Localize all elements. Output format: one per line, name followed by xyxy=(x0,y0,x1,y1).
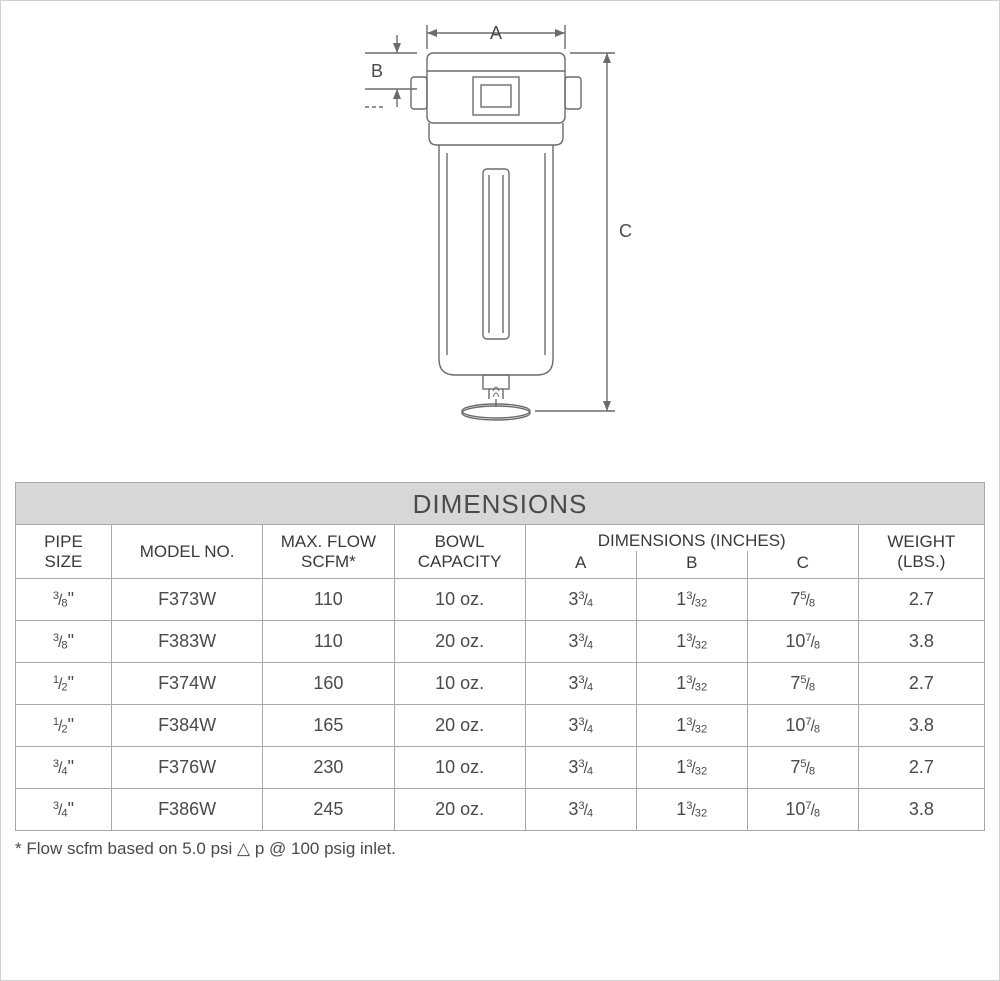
cell-model-no: F386W xyxy=(111,789,262,831)
table-title: DIMENSIONS xyxy=(16,483,985,525)
col-bowl: BOWLCAPACITY xyxy=(394,525,525,579)
cell-dim-c: 107/8 xyxy=(747,789,858,831)
table-row: 1/2"F374W16010 oz.33/413/3275/82.7 xyxy=(16,663,985,705)
cell-bowl: 20 oz. xyxy=(394,621,525,663)
cell-max-flow: 230 xyxy=(263,747,394,789)
cell-weight: 3.8 xyxy=(858,621,984,663)
cell-pipe-size: 3/8" xyxy=(16,621,112,663)
table-header-row-1: PIPESIZE MODEL NO. MAX. FLOWSCFM* BOWLCA… xyxy=(16,525,985,551)
col-dim-a: A xyxy=(525,551,636,579)
table-row: 3/4"F386W24520 oz.33/413/32107/83.8 xyxy=(16,789,985,831)
cell-bowl: 10 oz. xyxy=(394,579,525,621)
col-pipe-size: PIPESIZE xyxy=(16,525,112,579)
cell-dim-c: 75/8 xyxy=(747,747,858,789)
cell-bowl: 10 oz. xyxy=(394,747,525,789)
cell-max-flow: 110 xyxy=(263,621,394,663)
cell-dim-c: 107/8 xyxy=(747,705,858,747)
dimensions-table-wrap: DIMENSIONS PIPESIZE MODEL NO. MAX. FLOWS… xyxy=(15,482,985,831)
cell-weight: 3.8 xyxy=(858,789,984,831)
cell-model-no: F376W xyxy=(111,747,262,789)
table-row: 3/8"F373W11010 oz.33/413/3275/82.7 xyxy=(16,579,985,621)
cell-max-flow: 245 xyxy=(263,789,394,831)
col-model-no: MODEL NO. xyxy=(111,525,262,579)
cell-pipe-size: 1/2" xyxy=(16,705,112,747)
dim-label-b: B xyxy=(371,61,383,81)
cell-weight: 2.7 xyxy=(858,579,984,621)
cell-model-no: F383W xyxy=(111,621,262,663)
table-footnote: * Flow scfm based on 5.0 psi △ p @ 100 p… xyxy=(15,839,985,859)
cell-dim-a: 33/4 xyxy=(525,663,636,705)
cell-model-no: F384W xyxy=(111,705,262,747)
cell-pipe-size: 3/4" xyxy=(16,789,112,831)
cell-max-flow: 110 xyxy=(263,579,394,621)
cell-dim-b: 13/32 xyxy=(636,663,747,705)
table-title-row: DIMENSIONS xyxy=(16,483,985,525)
col-dim-b: B xyxy=(636,551,747,579)
cell-dim-c: 75/8 xyxy=(747,579,858,621)
cell-bowl: 20 oz. xyxy=(394,705,525,747)
col-max-flow: MAX. FLOWSCFM* xyxy=(263,525,394,579)
table-row: 3/8"F383W11020 oz.33/413/32107/83.8 xyxy=(16,621,985,663)
cell-dim-a: 33/4 xyxy=(525,747,636,789)
cell-bowl: 10 oz. xyxy=(394,663,525,705)
dimensions-table: DIMENSIONS PIPESIZE MODEL NO. MAX. FLOWS… xyxy=(15,482,985,831)
cell-dim-c: 75/8 xyxy=(747,663,858,705)
cell-pipe-size: 1/2" xyxy=(16,663,112,705)
cell-model-no: F374W xyxy=(111,663,262,705)
cell-dim-b: 13/32 xyxy=(636,789,747,831)
col-weight: WEIGHT(LBS.) xyxy=(858,525,984,579)
cell-dim-c: 107/8 xyxy=(747,621,858,663)
col-dims-group: DIMENSIONS (INCHES) xyxy=(525,525,858,551)
cell-dim-b: 13/32 xyxy=(636,621,747,663)
cell-model-no: F373W xyxy=(111,579,262,621)
cell-bowl: 20 oz. xyxy=(394,789,525,831)
cell-dim-a: 33/4 xyxy=(525,579,636,621)
dim-label-a: A xyxy=(490,23,502,43)
table-body: 3/8"F373W11010 oz.33/413/3275/82.73/8"F3… xyxy=(16,579,985,831)
cell-max-flow: 160 xyxy=(263,663,394,705)
cell-weight: 2.7 xyxy=(858,663,984,705)
dim-label-c: C xyxy=(619,221,632,241)
cell-dim-a: 33/4 xyxy=(525,621,636,663)
cell-pipe-size: 3/8" xyxy=(16,579,112,621)
cell-dim-a: 33/4 xyxy=(525,705,636,747)
cell-max-flow: 165 xyxy=(263,705,394,747)
cell-pipe-size: 3/4" xyxy=(16,747,112,789)
cell-dim-b: 13/32 xyxy=(636,579,747,621)
cell-weight: 3.8 xyxy=(858,705,984,747)
cell-dim-b: 13/32 xyxy=(636,747,747,789)
filter-diagram-svg: A B C xyxy=(355,19,645,449)
cell-weight: 2.7 xyxy=(858,747,984,789)
cell-dim-b: 13/32 xyxy=(636,705,747,747)
cell-dim-a: 33/4 xyxy=(525,789,636,831)
table-row: 3/4"F376W23010 oz.33/413/3275/82.7 xyxy=(16,747,985,789)
table-row: 1/2"F384W16520 oz.33/413/32107/83.8 xyxy=(16,705,985,747)
dimension-diagram: A B C xyxy=(1,1,999,454)
col-dim-c: C xyxy=(747,551,858,579)
